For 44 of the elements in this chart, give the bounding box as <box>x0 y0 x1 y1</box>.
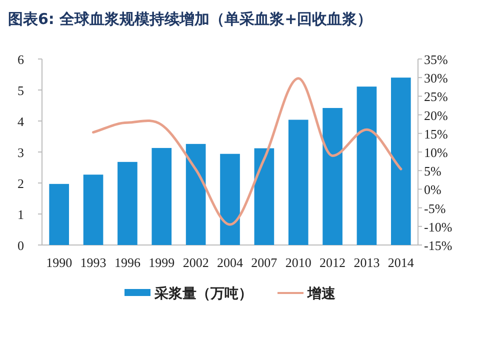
bar <box>288 120 308 245</box>
x-tick-label: 1996 <box>114 255 141 270</box>
bar <box>220 154 240 245</box>
y-tick-label: 0 <box>18 238 24 253</box>
x-tick-label: 1993 <box>80 255 106 270</box>
bar <box>118 162 138 245</box>
x-tick-label: 2004 <box>217 255 244 270</box>
y2-tick-label: 20% <box>424 108 448 123</box>
bar <box>152 148 172 245</box>
x-tick-label: 1999 <box>148 255 175 270</box>
y2-tick-label: -15% <box>424 238 452 253</box>
x-tick-label: 2012 <box>320 255 346 270</box>
x-tick-label: 2013 <box>354 255 380 270</box>
y2-tick-label: 5% <box>424 164 442 179</box>
y-tick-label: 4 <box>18 114 24 129</box>
bar <box>186 144 206 245</box>
x-tick-label: 2010 <box>285 255 312 270</box>
x-tick-label: 2014 <box>388 255 414 270</box>
y-tick-label: 3 <box>18 145 24 160</box>
y2-tick-label: -5% <box>424 200 446 216</box>
y-tick-label: 2 <box>18 176 24 191</box>
bar <box>49 184 70 245</box>
legend-label: 采浆量（万吨） <box>154 286 252 302</box>
bar <box>390 78 411 245</box>
y-tick-label: 1 <box>18 207 24 222</box>
bar <box>254 148 274 245</box>
x-tick-label: 2007 <box>251 255 278 270</box>
bar <box>356 86 377 245</box>
y2-tick-label: 25% <box>424 89 448 104</box>
x-tick-label: 2002 <box>182 255 209 270</box>
bar <box>322 108 342 245</box>
y-tick-label: 5 <box>18 83 24 98</box>
line-series <box>92 77 402 226</box>
chart-title: 图表6: 全球血浆规模持续增加（单采血浆+回收血浆） <box>8 10 372 28</box>
y2-tick-label: -10% <box>424 219 452 234</box>
y2-tick-label: 35% <box>424 52 448 67</box>
bar <box>83 174 104 245</box>
y2-tick-label: 10% <box>424 145 448 160</box>
y2-tick-label: 15% <box>424 126 448 142</box>
y2-tick-label: 0% <box>424 182 442 198</box>
legend-label: 增速 <box>306 286 336 302</box>
y-tick-label: 6 <box>18 52 24 67</box>
y2-tick-label: 30% <box>424 70 448 86</box>
x-tick-label: 1990 <box>46 255 72 270</box>
